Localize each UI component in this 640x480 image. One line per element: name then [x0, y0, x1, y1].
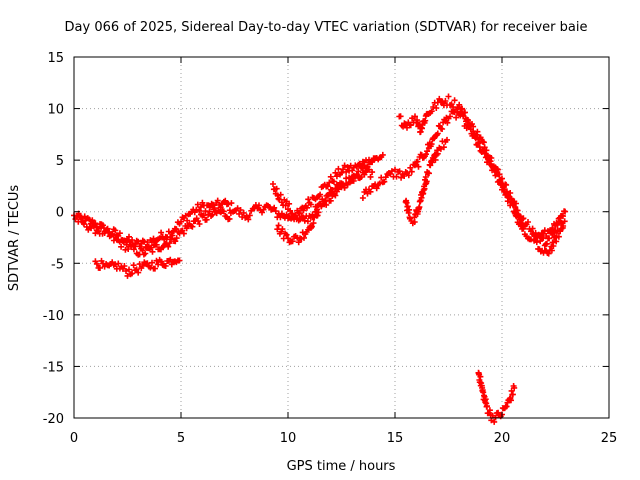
series-track-i — [531, 224, 566, 257]
y-axis-label: SDTVAR / TECUs — [7, 185, 22, 292]
x-tick-label: 0 — [70, 431, 78, 446]
y-tick-label: 5 — [56, 154, 64, 169]
y-tick-label: -20 — [43, 412, 64, 427]
series-track-h — [402, 136, 450, 227]
series-track-a — [71, 151, 386, 250]
x-tick-label: 5 — [177, 431, 185, 446]
x-tick-label: 20 — [494, 431, 511, 446]
y-tick-label: -15 — [43, 360, 64, 375]
data-point-markers — [75, 206, 234, 258]
series-track-b — [75, 206, 234, 258]
data-point-markers — [92, 256, 183, 279]
axis-ticks — [73, 56, 610, 419]
data-point-markers — [71, 151, 386, 250]
x-tick-label: 25 — [601, 431, 618, 446]
x-tick-label: 10 — [280, 431, 297, 446]
x-tick-labels: 0 5 10 15 20 25 — [70, 431, 617, 446]
y-tick-labels: -20 -15 -10 -5 0 5 10 15 — [43, 51, 64, 427]
data-point-markers — [475, 369, 518, 425]
y-tick-label: 0 — [56, 206, 64, 221]
y-tick-label: -10 — [43, 309, 64, 324]
data-point-markers — [270, 156, 376, 225]
series-track-f — [359, 108, 569, 243]
series-track-g — [396, 93, 568, 249]
y-tick-label: -5 — [51, 257, 64, 272]
data-point-markers — [396, 93, 568, 249]
series-track-c — [92, 256, 183, 279]
x-tick-label: 15 — [387, 431, 404, 446]
x-axis-label: GPS time / hours — [287, 459, 396, 474]
chart-title: Day 066 of 2025, Sidereal Day-to-day VTE… — [65, 20, 588, 35]
data-point-markers — [531, 224, 566, 257]
y-tick-label: 15 — [47, 51, 64, 66]
y-tick-label: 10 — [47, 103, 64, 118]
data-points — [71, 93, 569, 425]
series-track-e — [270, 156, 376, 225]
plot-frame — [73, 56, 610, 419]
data-point-markers — [359, 108, 569, 243]
data-point-markers — [402, 136, 450, 227]
grid — [74, 57, 609, 418]
series-track-j — [475, 369, 518, 425]
